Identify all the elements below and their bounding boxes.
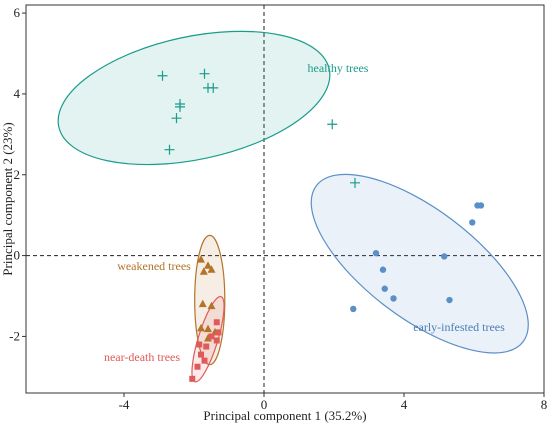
y-tick-label: 4	[14, 86, 21, 101]
early-infested-trees-point-3	[469, 219, 476, 226]
healthy-trees-point-9	[327, 119, 338, 130]
early-infested-trees-point-10	[350, 305, 357, 313]
y-tick-label: 6	[14, 5, 21, 20]
healthy-trees-point-6	[175, 101, 185, 112]
healthy-trees-point-2	[199, 68, 210, 79]
plot-frame	[25, 4, 545, 394]
x-tick-label: 0	[261, 397, 268, 412]
early-infested-trees-point-5	[441, 253, 448, 260]
healthy-trees-point-4	[208, 82, 219, 93]
early-infested-trees-point-9	[446, 296, 453, 304]
early-infested-trees-label: early-infested trees	[413, 320, 505, 334]
y-tick-label: 2	[14, 167, 21, 182]
near-death-trees-point-4	[208, 333, 215, 340]
healthy-trees-ellipse	[57, 30, 331, 166]
early-infested-trees-point-4	[372, 249, 380, 257]
weakened-trees-point-6	[207, 301, 216, 310]
near-death-trees-point-5	[203, 343, 210, 350]
early-infested-trees-point-2	[474, 202, 481, 209]
near-death-trees-point-7	[198, 351, 204, 358]
y-axis-label: Principal component 2 (23%)	[0, 122, 15, 275]
weakened-trees-point-4	[207, 265, 216, 273]
x-axis-label: Principal component 1 (35.2%)	[203, 408, 366, 423]
data-points	[157, 68, 485, 382]
early-infested-trees-point-8	[390, 295, 397, 302]
near-death-trees-point-1	[213, 319, 220, 326]
near-death-trees-point-3	[213, 337, 220, 344]
weakened-trees-point-7	[197, 323, 205, 332]
weakened-trees-point-1	[197, 255, 205, 263]
near-death-trees-point-6	[196, 341, 203, 348]
x-tick-label: 8	[541, 397, 548, 412]
weakened-trees-point-5	[198, 299, 207, 308]
x-axis-ticks: -4 0 4 8	[119, 393, 548, 412]
group-labels: healthy trees early-infested trees weakene…	[104, 61, 505, 364]
weakened-trees-point-10	[204, 333, 212, 342]
x-tick-label: -4	[119, 397, 130, 412]
healthy-trees-label: healthy trees	[308, 61, 369, 75]
weakened-trees-point-3	[199, 267, 208, 275]
weakened-trees-label: weakened trees	[117, 259, 191, 273]
healthy-trees-point-7	[171, 113, 182, 124]
early-infested-trees-ellipse	[310, 173, 529, 354]
weakened-trees-point-2	[204, 261, 212, 269]
reference-lines	[26, 5, 544, 393]
near-death-trees-point-10	[189, 375, 196, 382]
healthy-trees-point-8	[164, 144, 175, 155]
y-axis-ticks: -2 0 2 4 6	[9, 5, 26, 343]
near-death-trees-point-2	[215, 329, 222, 336]
early-infested-trees-point-6	[379, 266, 387, 273]
x-tick-label: 4	[401, 397, 408, 412]
healthy-trees-point-1	[157, 70, 168, 81]
y-tick-label: -2	[9, 328, 20, 343]
early-infested-trees-point-7	[381, 285, 388, 292]
weakened-trees-point-8	[204, 324, 212, 333]
healthy-trees-point-10	[350, 177, 360, 188]
near-death-trees-label: near-death trees	[104, 350, 180, 364]
y-tick-label: 0	[14, 248, 21, 263]
near-death-trees-point-9	[194, 363, 201, 370]
near-death-trees-point-8	[201, 357, 208, 364]
